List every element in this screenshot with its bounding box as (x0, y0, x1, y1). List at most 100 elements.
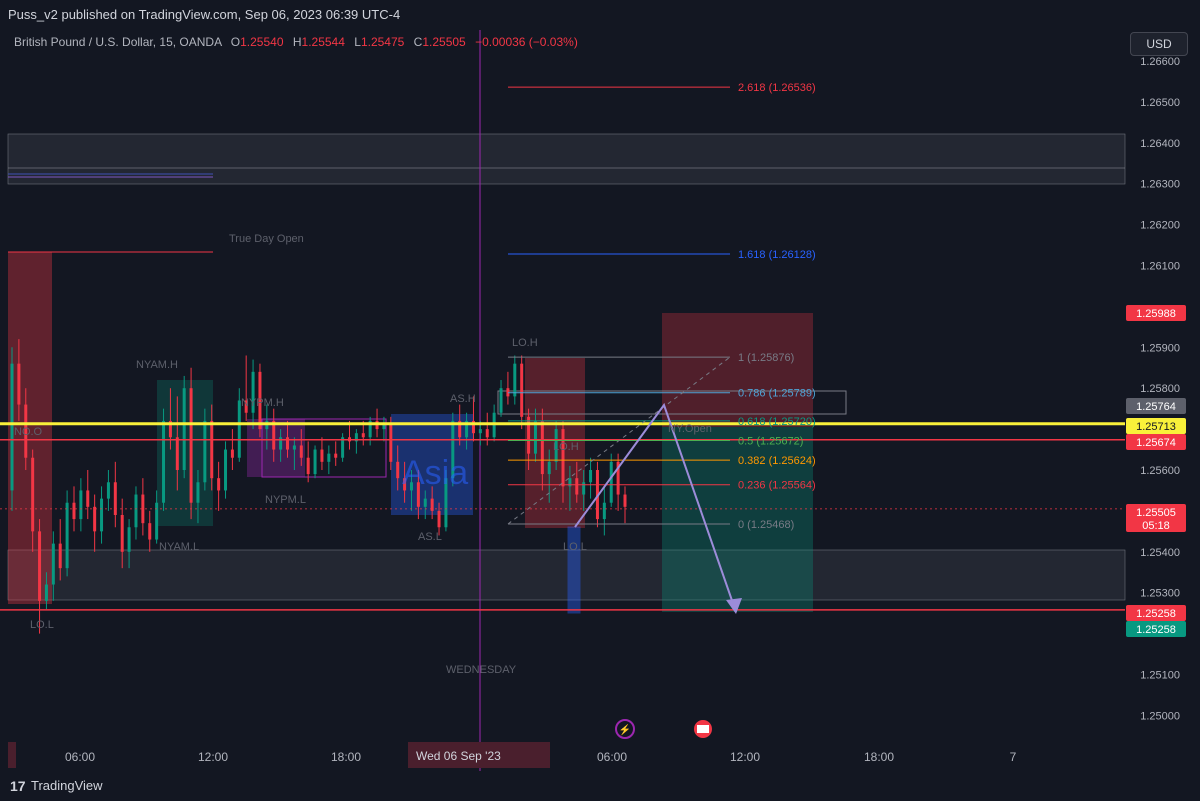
candle-body[interactable] (189, 388, 193, 503)
candle-body[interactable] (31, 457, 35, 532)
candle-body[interactable] (341, 437, 345, 458)
candle-body[interactable] (44, 584, 48, 601)
candle-body[interactable] (430, 498, 434, 511)
candle-body[interactable] (258, 371, 262, 430)
lightning-icon[interactable] (615, 719, 635, 739)
candle-body[interactable] (299, 445, 303, 458)
candle-body[interactable] (409, 482, 413, 491)
candle-body[interactable] (313, 449, 317, 475)
candle-body[interactable] (244, 400, 248, 413)
candle-body[interactable] (175, 437, 179, 470)
candle-body[interactable] (168, 420, 172, 438)
candle-body[interactable] (141, 494, 145, 524)
candle-body[interactable] (396, 461, 400, 479)
candle-body[interactable] (320, 449, 324, 462)
candle-body[interactable] (24, 404, 28, 458)
candle-body[interactable] (148, 523, 152, 540)
candle-body[interactable] (533, 420, 537, 454)
candle-body[interactable] (499, 388, 503, 413)
candle-body[interactable] (485, 429, 489, 438)
candle-body[interactable] (327, 453, 331, 462)
candle-body[interactable] (58, 543, 62, 569)
candle-body[interactable] (224, 449, 228, 491)
time-axis-panel[interactable] (0, 741, 1125, 771)
candle-body[interactable] (527, 416, 531, 454)
fib-trendline (507, 356, 731, 525)
candle-body[interactable] (155, 502, 159, 540)
candle-body[interactable] (72, 502, 76, 520)
candle-body[interactable] (554, 429, 558, 462)
currency-selector[interactable]: USD (1130, 32, 1188, 56)
candle-body[interactable] (616, 461, 620, 495)
candle-body[interactable] (113, 482, 117, 515)
candle-body[interactable] (458, 420, 462, 438)
candle-body[interactable] (423, 498, 427, 507)
candle-body[interactable] (51, 543, 55, 585)
candle-body[interactable] (465, 420, 469, 438)
candle-body[interactable] (203, 420, 207, 483)
candle-body[interactable] (10, 363, 14, 491)
candle-body[interactable] (506, 388, 510, 397)
session-label: NYAM.L (159, 541, 199, 553)
candle-body[interactable] (134, 494, 138, 528)
candle-body[interactable] (65, 502, 69, 569)
candle-body[interactable] (334, 453, 338, 458)
chart-area[interactable]: 2.618 (1.26536) 1.618 (1.26128) 1 (1.25876… (0, 30, 1200, 771)
y-tick-label: 1.26400 (1140, 138, 1180, 150)
candle-body[interactable] (292, 445, 296, 450)
candle-body[interactable] (382, 425, 386, 430)
candle-body[interactable] (609, 461, 613, 503)
candle-body[interactable] (589, 470, 593, 483)
price-badge-label: 1.25258 (1136, 624, 1176, 636)
candle-body[interactable] (582, 482, 586, 495)
candle-body[interactable] (602, 502, 606, 520)
candle-body[interactable] (403, 478, 407, 491)
candle-body[interactable] (230, 449, 234, 458)
candle-body[interactable] (575, 478, 579, 495)
candle-body[interactable] (368, 420, 372, 438)
symbol-name[interactable]: British Pound / U.S. Dollar, 15, OANDA (14, 35, 222, 49)
candle-body[interactable] (272, 420, 276, 450)
candle-body[interactable] (162, 420, 166, 503)
candle-body[interactable] (547, 461, 551, 475)
candle-body[interactable] (623, 494, 627, 507)
candle-body[interactable] (86, 490, 90, 507)
high-label: H (292, 35, 302, 49)
candle-body[interactable] (182, 388, 186, 470)
candle-body[interactable] (361, 433, 365, 438)
candle-body[interactable] (38, 531, 42, 601)
candle-body[interactable] (127, 527, 131, 552)
candle-body[interactable] (520, 363, 524, 417)
candle-body[interactable] (437, 510, 441, 528)
y-tick-label: 1.25600 (1140, 465, 1180, 477)
candle-body[interactable] (279, 437, 283, 450)
candle-body[interactable] (540, 420, 544, 475)
candle-body[interactable] (100, 498, 104, 532)
candle-body[interactable] (451, 420, 455, 479)
candle-body[interactable] (79, 490, 83, 520)
tradingview-logo-icon[interactable]: 17 (10, 778, 26, 794)
candle-body[interactable] (306, 457, 310, 475)
candle-body[interactable] (210, 420, 214, 479)
candle-body[interactable] (444, 478, 448, 528)
take-profit-box (662, 427, 813, 612)
candle-body[interactable] (120, 514, 124, 552)
candle-body[interactable] (389, 425, 393, 462)
candle-body[interactable] (568, 478, 572, 487)
candlestick-chart[interactable]: 2.618 (1.26536) 1.618 (1.26128) 1 (1.25876… (0, 30, 1200, 771)
candle-body[interactable] (478, 429, 482, 434)
candle-body[interactable] (17, 363, 21, 405)
candle-body[interactable] (561, 429, 565, 487)
candle-body[interactable] (513, 363, 517, 397)
candle-body[interactable] (106, 482, 110, 499)
candle-body[interactable] (354, 433, 358, 442)
candle-body[interactable] (416, 482, 420, 507)
candle-body[interactable] (237, 400, 241, 458)
candle-body[interactable] (286, 437, 290, 450)
candle-body[interactable] (217, 478, 221, 491)
candle-body[interactable] (251, 371, 255, 413)
candle-body[interactable] (93, 506, 97, 532)
candle-body[interactable] (471, 420, 475, 434)
brand-name[interactable]: TradingView (31, 778, 103, 793)
candle-body[interactable] (196, 482, 200, 503)
